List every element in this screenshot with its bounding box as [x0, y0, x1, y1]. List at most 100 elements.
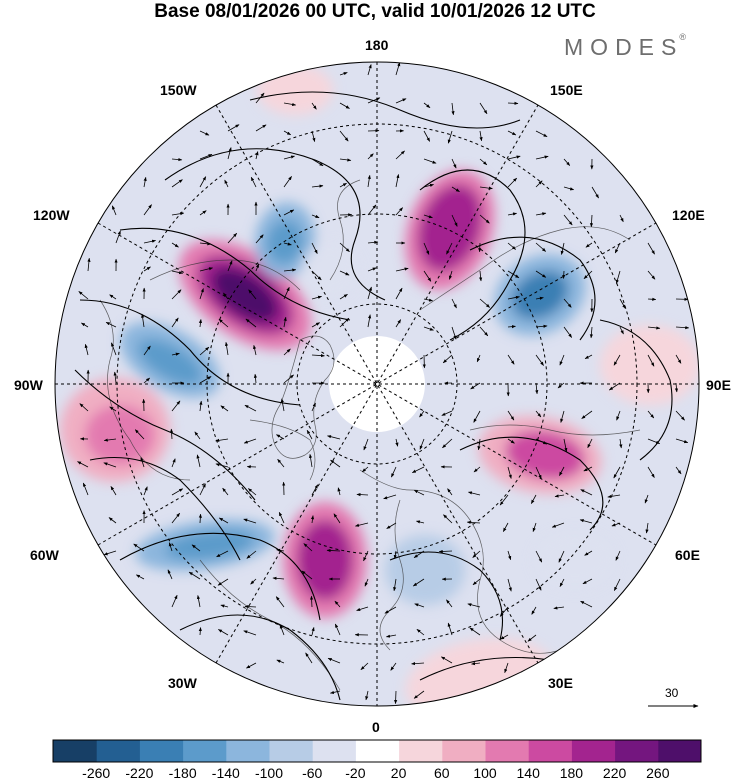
wind-arrow — [111, 205, 117, 216]
wind-arrow — [613, 466, 621, 479]
colorbar-tick-label: -100 — [254, 765, 284, 781]
wind-arrow — [167, 569, 173, 580]
wind-arrow — [675, 466, 682, 475]
wind-arrow — [507, 410, 515, 421]
colorbar-swatch — [312, 740, 356, 762]
wind-arrow — [479, 158, 488, 166]
wind-arrow — [109, 294, 117, 300]
wind-arrow — [557, 382, 565, 389]
wind-arrow — [507, 438, 515, 444]
wind-arrow — [499, 494, 509, 506]
wind-arrow — [531, 606, 537, 615]
wind-arrow — [395, 319, 402, 328]
positive-anomaly-east-siberia — [417, 184, 483, 272]
wind-arrow — [363, 550, 369, 562]
wind-arrow — [644, 494, 649, 504]
wind-arrow — [582, 578, 593, 585]
wind-arrow — [500, 634, 509, 640]
wind-arrow — [276, 434, 285, 440]
wind-arrow — [394, 690, 398, 704]
wind-arrow — [411, 466, 425, 474]
wind-arrow — [141, 313, 145, 328]
wind-arrow — [395, 287, 403, 300]
wind-arrow — [507, 101, 519, 105]
wind-arrow — [79, 403, 89, 412]
wind-arrow — [311, 295, 322, 300]
wind-arrow — [109, 406, 117, 412]
colorbar-swatch — [182, 740, 227, 762]
wind-arrow — [246, 550, 257, 559]
wind-arrow — [334, 600, 341, 608]
wind-arrow — [283, 130, 292, 136]
lon-label-150e: 150E — [550, 82, 583, 98]
wind-arrow — [218, 517, 229, 524]
wind-arrow — [619, 326, 624, 335]
polar-data-gap — [329, 336, 425, 432]
wind-arrow — [82, 482, 89, 496]
lon-label-30w: 30W — [168, 675, 197, 691]
wind-arrow — [272, 576, 285, 580]
wind-arrow — [215, 438, 229, 442]
wind-arrow — [339, 293, 348, 300]
wind-arrow — [326, 548, 341, 553]
wind-arrow — [535, 550, 543, 563]
wind-arrow — [196, 595, 201, 608]
wind-arrow — [143, 266, 151, 272]
wind-arrow — [367, 240, 379, 244]
negative-anomaly-scandinavia — [385, 535, 465, 605]
wind-arrow — [310, 515, 315, 524]
wind-arrow — [507, 242, 517, 250]
wind-arrow — [479, 102, 488, 115]
wind-arrow — [365, 690, 369, 701]
wind-arrow — [416, 628, 425, 636]
wind-arrow — [140, 457, 145, 468]
wind-arrow — [171, 512, 181, 524]
wind-arrow — [222, 487, 229, 496]
wind-arrow — [502, 522, 509, 532]
wind-arrow — [619, 214, 624, 223]
wind-arrow — [367, 97, 381, 104]
wind-arrow — [334, 623, 341, 636]
wind-arrow — [535, 382, 539, 395]
wind-arrow — [675, 410, 685, 421]
wind-arrow — [473, 466, 481, 473]
wind-arrow — [255, 92, 265, 104]
wind-arrow — [469, 627, 481, 636]
map-boundary — [54, 61, 700, 707]
wind-arrow — [560, 242, 565, 255]
wind-arrow — [218, 318, 229, 328]
wind-arrow — [535, 180, 543, 188]
wind-arrow — [507, 155, 521, 160]
wind-arrow — [499, 606, 509, 617]
wind-arrow — [227, 124, 240, 132]
wind-arrow — [339, 130, 349, 142]
wind-arrow — [451, 214, 458, 227]
wind-arrow — [105, 321, 117, 328]
wind-arrow — [191, 544, 201, 552]
wind-arrow — [583, 270, 593, 279]
wind-arrow — [283, 242, 292, 246]
wind-arrow — [243, 438, 257, 444]
graticule — [55, 62, 699, 706]
colorbar — [52, 739, 702, 763]
wind-arrow — [466, 520, 481, 524]
wind-arrow — [559, 354, 565, 366]
wind-arrow — [473, 410, 481, 423]
wind-arrow — [171, 488, 184, 496]
lon-label-90w: 90W — [14, 377, 43, 393]
colorbar-swatch — [53, 740, 97, 762]
wind-arrow — [390, 662, 397, 671]
wind-arrow — [647, 438, 661, 444]
wind-arrow — [199, 288, 204, 300]
wind-arrow — [367, 286, 372, 300]
wind-arrow — [507, 177, 517, 188]
wind-arrow — [227, 260, 233, 272]
negative-anomaly-atlantic-west — [165, 529, 255, 561]
colorbar-tick-label: -20 — [345, 765, 366, 781]
wind-arrow — [339, 72, 348, 76]
wind-arrow — [339, 102, 350, 109]
wind-arrow — [440, 656, 453, 664]
wind-arrow — [675, 326, 690, 330]
wind-arrow — [507, 212, 517, 216]
wind-arrow — [647, 326, 661, 330]
